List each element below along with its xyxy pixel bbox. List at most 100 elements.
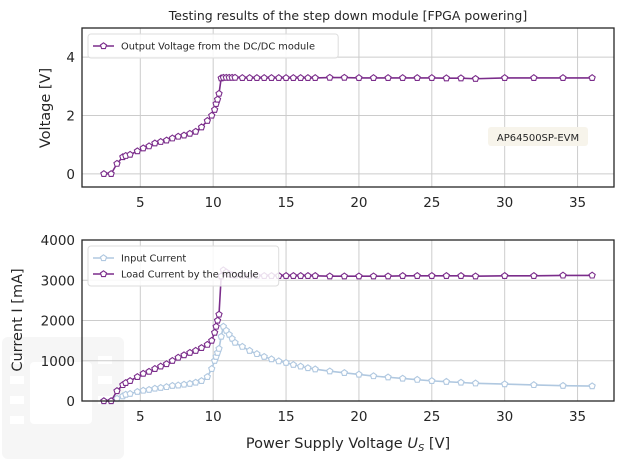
x-tick-label: 5: [136, 195, 145, 211]
series-line: [103, 268, 593, 402]
data-point: [213, 316, 222, 324]
x-tick-label: 5: [136, 409, 145, 425]
data-point: [174, 353, 182, 361]
y-tick-label: 4000: [41, 233, 75, 249]
series-line: [103, 324, 593, 402]
data-point: [215, 344, 223, 352]
data-point: [126, 389, 134, 397]
data-point: [311, 365, 319, 373]
plot-frame: [81, 239, 615, 402]
data-point: [471, 379, 480, 387]
data-point: [530, 74, 538, 82]
legend-marker: [99, 254, 108, 262]
data-point: [215, 89, 223, 97]
series-2: [100, 266, 596, 405]
data-point: [304, 271, 312, 279]
data-point: [168, 381, 177, 389]
data-point: [457, 271, 465, 279]
y-tick-label: 2000: [41, 314, 75, 330]
data-point: [282, 358, 290, 366]
x-tick-label: 20: [350, 195, 367, 211]
data-point: [530, 271, 538, 279]
series-layer: [100, 266, 596, 405]
data-point: [311, 74, 319, 82]
data-point: [500, 74, 509, 82]
data-point: [191, 127, 200, 135]
y-tick-labels: 0 1000 2000 3000 4000: [41, 233, 75, 410]
data-point: [289, 74, 298, 82]
x-tick-label: 30: [496, 195, 513, 211]
voltage-subplot: Testing results of the step down module …: [38, 8, 615, 211]
legend-label: Input Current: [121, 254, 186, 265]
data-point: [442, 74, 451, 82]
data-point: [260, 352, 268, 360]
x-tick-label: 35: [569, 195, 586, 211]
data-point: [442, 377, 451, 385]
series-layer: [100, 73, 596, 178]
data-point: [186, 348, 194, 356]
data-point: [340, 368, 349, 376]
data-point: [197, 377, 206, 385]
data-point: [197, 123, 206, 131]
data-point: [588, 382, 596, 390]
data-point: [215, 310, 223, 318]
data-point: [253, 74, 261, 82]
data-point: [162, 136, 171, 144]
data-point: [245, 346, 254, 354]
data-point: [311, 271, 319, 279]
data-point: [296, 271, 305, 279]
data-point: [275, 357, 283, 365]
data-point: [210, 105, 219, 113]
y-tick-labels: 0 2 4: [66, 50, 75, 183]
data-point: [145, 385, 153, 393]
data-point: [212, 322, 220, 330]
series-line: [103, 76, 593, 175]
legend-label: Load Current by the module: [121, 270, 259, 281]
data-point: [157, 383, 165, 391]
data-point: [471, 272, 480, 280]
data-point: [208, 111, 216, 119]
data-point: [588, 271, 596, 279]
data-point: [162, 360, 171, 368]
data-point: [398, 271, 407, 279]
data-point: [428, 74, 436, 82]
data-point: [588, 74, 596, 82]
annotation-label: AP64500SP-EVM: [497, 133, 579, 144]
data-point: [231, 338, 239, 346]
data-point: [217, 332, 225, 340]
data-point: [180, 131, 188, 139]
legend-frame: [87, 245, 280, 287]
data-point: [559, 74, 567, 82]
y-tick-label: 2: [66, 109, 75, 125]
data-point: [151, 384, 159, 392]
y-tick-label: 1000: [41, 354, 75, 370]
data-point: [267, 355, 276, 363]
x-tick-label: 25: [423, 409, 440, 425]
data-point: [231, 73, 239, 81]
data-point: [296, 362, 305, 370]
data-point: [191, 378, 200, 386]
data-point: [186, 379, 194, 387]
data-point: [133, 372, 142, 380]
data-point: [398, 74, 407, 82]
data-point: [139, 386, 147, 394]
data-point: [457, 378, 465, 386]
data-point: [282, 271, 290, 279]
data-point: [180, 351, 188, 359]
data-point: [369, 272, 378, 280]
data-point: [289, 271, 298, 279]
data-point: [238, 342, 247, 350]
data-point: [530, 381, 538, 389]
data-point: [203, 116, 212, 124]
chart-title: Testing results of the step down module …: [168, 8, 527, 23]
plot-frame: [81, 27, 615, 188]
data-point: [304, 74, 312, 82]
data-point: [168, 356, 177, 364]
data-point: [151, 139, 159, 147]
x-tick-labels: 5 10 15 20 25 30 35: [136, 409, 586, 425]
x-tick-label: 15: [277, 409, 294, 425]
data-point: [326, 367, 334, 375]
data-point: [203, 372, 212, 380]
data-point: [384, 272, 392, 280]
